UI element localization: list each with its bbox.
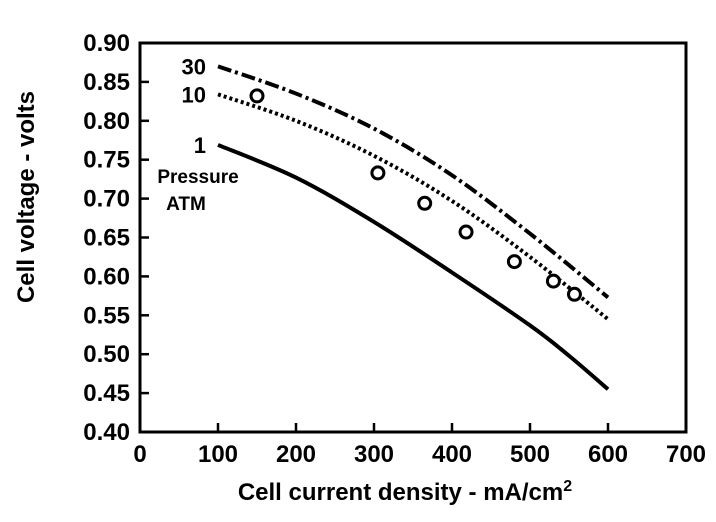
data-point-marker: [506, 254, 522, 270]
y-tick-label: 0.45: [83, 380, 130, 407]
y-tick-label: 0.70: [83, 186, 130, 213]
x-tick-label: 400: [432, 441, 472, 468]
y-axis-ticks: 0.40 0.45 0.50 0.55 0.60 0.65 0.70 0.75 0.80 0.85…: [83, 30, 149, 446]
series-label-10: 10: [182, 82, 206, 107]
y-tick-label: 0.90: [83, 30, 130, 57]
y-tick-label: 0.80: [83, 108, 130, 135]
data-point-marker: [566, 286, 582, 302]
y-tick-label: 0.75: [83, 147, 130, 174]
y-tick-label: 0.40: [83, 419, 130, 446]
y-tick-label: 0.55: [83, 302, 130, 329]
x-axis-title: Cell current density - mA/cm2: [238, 478, 572, 506]
data-point-marker: [370, 165, 386, 181]
series-lines: [217, 64, 610, 391]
x-tick-label: 0: [133, 441, 146, 468]
data-point-marker: [545, 273, 561, 289]
series-line-1-atm: [217, 143, 610, 391]
x-tick-label: 200: [276, 441, 316, 468]
series-labels: 30 10 1: [182, 54, 206, 158]
data-point-marker: [249, 88, 265, 104]
data-markers: [249, 88, 582, 302]
pressure-annotation-line2: ATM: [166, 194, 206, 215]
pressure-annotation-line1: Pressure: [157, 167, 238, 188]
x-tick-label: 600: [588, 441, 628, 468]
series-label-1: 1: [194, 133, 206, 158]
data-point-marker: [458, 224, 474, 240]
x-axis-title-superscript: 2: [563, 478, 572, 495]
x-tick-label: 100: [198, 441, 238, 468]
x-tick-label: 500: [510, 441, 550, 468]
x-axis-title-text: Cell current density - mA/cm: [238, 479, 563, 506]
y-tick-label: 0.60: [83, 263, 130, 290]
data-point-marker: [417, 195, 433, 211]
y-axis-title: Cell voltage - volts: [13, 91, 40, 303]
y-tick-label: 0.85: [83, 69, 130, 96]
x-axis-ticks: 0 100 200 300 400 500 600 700: [133, 423, 706, 468]
y-tick-label: 0.65: [83, 225, 130, 252]
y-tick-label: 0.50: [83, 341, 130, 368]
x-tick-label: 300: [354, 441, 394, 468]
series-line-10-atm: [217, 92, 610, 321]
series-line-30-atm: [217, 64, 610, 299]
x-tick-label: 700: [666, 441, 706, 468]
plot-border: [138, 41, 688, 434]
series-label-30: 30: [182, 54, 206, 79]
plot-frame: [138, 41, 688, 434]
